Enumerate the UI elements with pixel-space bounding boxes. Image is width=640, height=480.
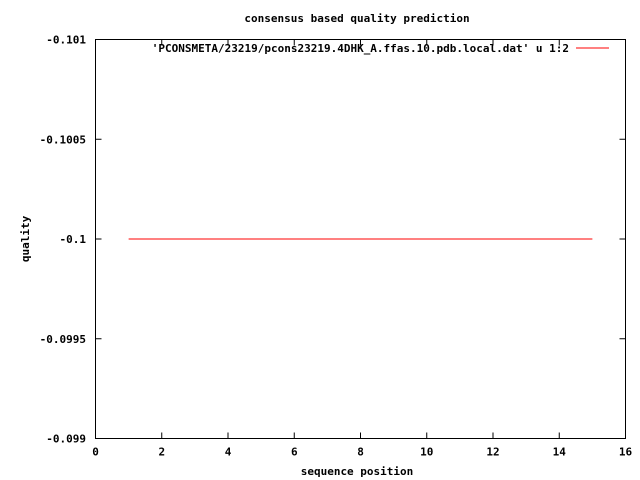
chart-title: consensus based quality prediction xyxy=(244,12,469,25)
y-axis-label: quality xyxy=(19,215,32,262)
x-tick-label: 8 xyxy=(357,446,364,459)
x-tick-label: 12 xyxy=(486,446,499,459)
x-tick-label: 16 xyxy=(619,446,633,459)
x-tick-label: 4 xyxy=(225,446,232,459)
x-tick-label: 6 xyxy=(291,446,298,459)
y-tick-label: -0.101 xyxy=(46,34,86,47)
x-tick-label: 10 xyxy=(420,446,433,459)
x-tick-label: 2 xyxy=(158,446,165,459)
y-tick-label: -0.1005 xyxy=(40,133,86,146)
y-tick-label: -0.0995 xyxy=(40,333,86,346)
legend: 'PCONSMETA/23219/pcons23219.4DHK_A.ffas.… xyxy=(152,42,609,55)
x-tick-label: 0 xyxy=(92,446,99,459)
legend-label: 'PCONSMETA/23219/pcons23219.4DHK_A.ffas.… xyxy=(152,42,569,55)
x-tick-label: 14 xyxy=(553,446,567,459)
y-tick-label: -0.099 xyxy=(46,433,86,446)
axis-ticks: 0 2 4 6 8 10 12 14 16 -0.101 -0.1005 -0.1 -0.0995 -0.… xyxy=(40,34,633,459)
y-tick-label: -0.1 xyxy=(60,233,87,246)
x-axis-label: sequence position xyxy=(301,465,414,478)
